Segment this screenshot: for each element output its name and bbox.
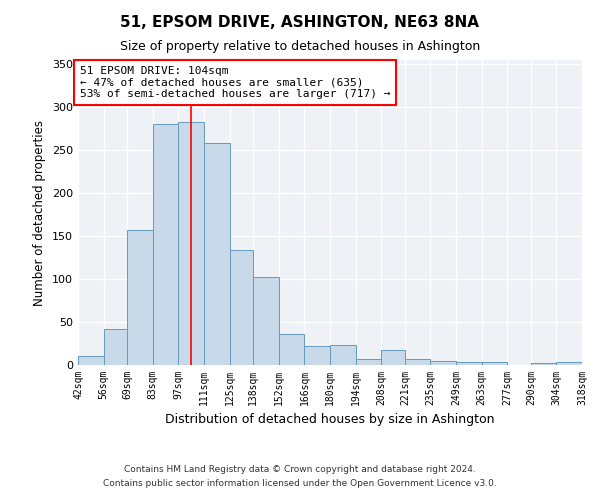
Bar xyxy=(556,362,582,365)
Bar xyxy=(381,350,405,365)
Text: 51 EPSOM DRIVE: 104sqm
← 47% of detached houses are smaller (635)
53% of semi-de: 51 EPSOM DRIVE: 104sqm ← 47% of detached… xyxy=(80,66,391,99)
Y-axis label: Number of detached properties: Number of detached properties xyxy=(34,120,46,306)
Text: Size of property relative to detached houses in Ashington: Size of property relative to detached ho… xyxy=(120,40,480,53)
Bar xyxy=(279,334,304,365)
Bar xyxy=(127,230,153,365)
Bar xyxy=(253,276,279,365)
Bar xyxy=(153,124,178,365)
Bar xyxy=(104,329,127,365)
Bar xyxy=(356,359,381,365)
Text: Contains HM Land Registry data © Crown copyright and database right 2024.
Contai: Contains HM Land Registry data © Crown c… xyxy=(103,466,497,487)
Bar xyxy=(405,359,430,365)
Bar xyxy=(304,346,330,365)
Bar xyxy=(330,345,356,365)
Bar xyxy=(178,122,204,365)
Bar xyxy=(204,144,230,365)
Text: 51, EPSOM DRIVE, ASHINGTON, NE63 8NA: 51, EPSOM DRIVE, ASHINGTON, NE63 8NA xyxy=(121,15,479,30)
Bar xyxy=(531,364,556,365)
Bar xyxy=(78,356,104,365)
Bar xyxy=(230,250,253,365)
Bar xyxy=(456,362,482,365)
Bar xyxy=(430,360,456,365)
X-axis label: Distribution of detached houses by size in Ashington: Distribution of detached houses by size … xyxy=(165,414,495,426)
Bar xyxy=(482,362,507,365)
